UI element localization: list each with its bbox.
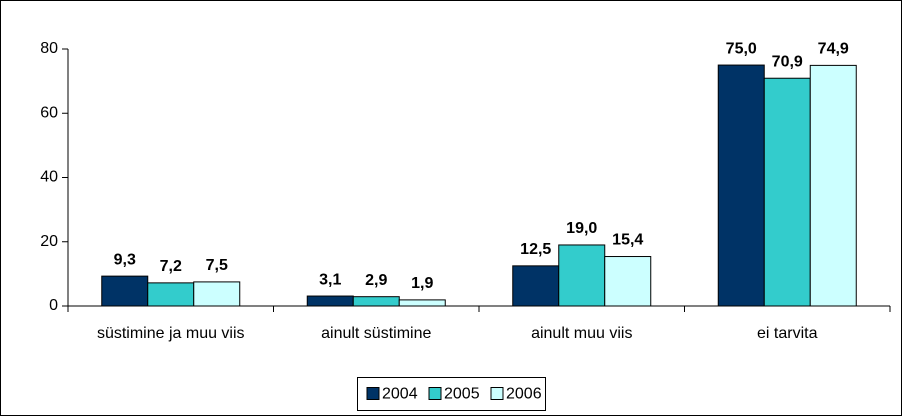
bar [352,296,400,307]
legend-box [357,377,546,411]
value-label: 74,9 [818,41,849,58]
legend-swatch [366,387,380,400]
bar [809,64,857,307]
legend-swatch [428,387,442,400]
value-label: 15,4 [612,232,643,249]
value-label: 9,3 [114,251,136,268]
y-tick-label: 40 [40,169,58,186]
bar [763,77,811,307]
x-tick-label: ei tarvita [757,325,818,342]
x-tick-label: ainult muu viis [531,325,632,342]
value-label: 19,0 [566,220,597,237]
value-label: 70,9 [772,53,803,70]
bar [558,244,606,307]
value-label: 3,1 [319,271,341,288]
bar [717,64,765,307]
bar [147,282,195,307]
y-tick-label: 20 [40,233,58,250]
y-tick-label: 60 [40,104,58,121]
value-label: 7,5 [206,257,228,274]
legend-label: 2006 [506,386,542,403]
bar [604,256,652,307]
y-tick-label: 80 [40,40,58,57]
x-tick-label: ainult süstimine [321,325,431,342]
bar [193,281,241,307]
value-label: 12,5 [520,241,551,258]
value-label: 1,9 [411,275,433,292]
y-tick-label: 0 [49,297,58,314]
legend-label: 2005 [444,386,480,403]
legend-label: 2004 [382,386,418,403]
value-label: 75,0 [726,40,757,57]
bar [398,299,446,307]
bar [101,275,149,307]
bar [512,265,560,307]
value-label: 2,9 [365,272,387,289]
bar [306,295,354,307]
value-label: 7,2 [160,258,182,275]
x-tick-label: süstimine ja muu viis [97,325,245,342]
legend-swatch [490,387,504,400]
